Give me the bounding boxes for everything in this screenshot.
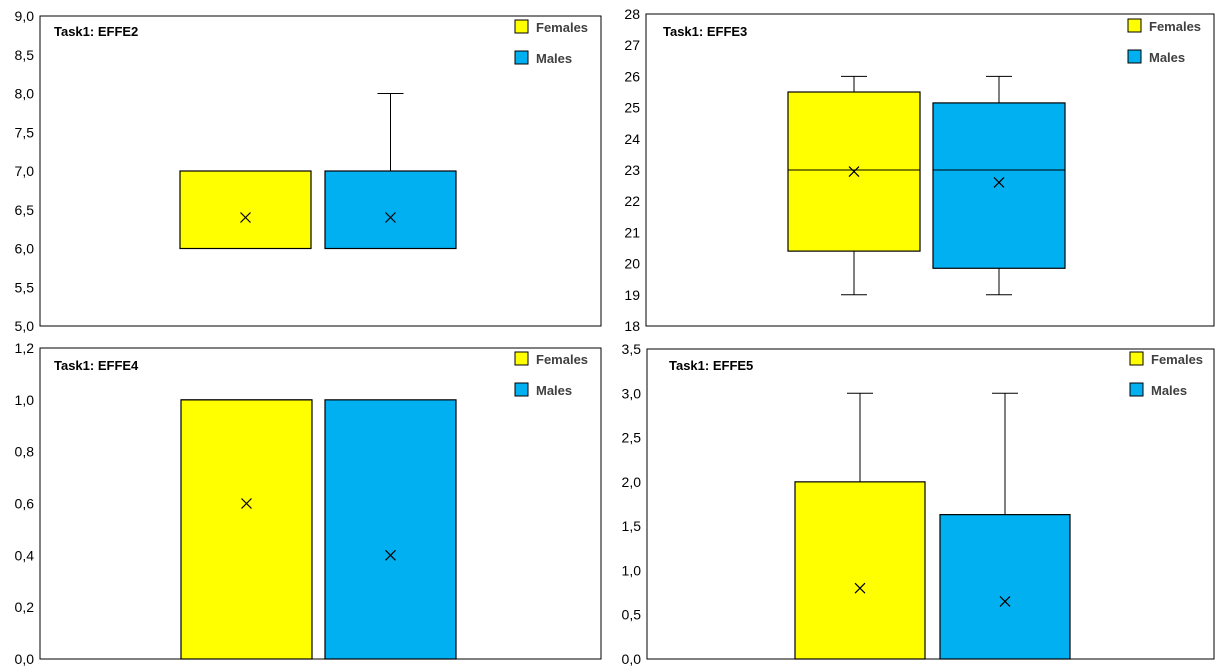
- y-tick-label: 2,0: [622, 474, 642, 490]
- legend-label-females: Females: [536, 20, 588, 35]
- chart-title: Task1: EFFE4: [54, 358, 139, 373]
- box-males: [324, 399, 457, 660]
- legend-swatch-females: [514, 351, 529, 366]
- y-tick-label: 0,0: [15, 651, 35, 667]
- y-tick-label: 20: [624, 256, 640, 272]
- y-tick-label: 22: [624, 193, 640, 209]
- box-body: [324, 170, 457, 250]
- box-females: [179, 170, 312, 250]
- y-tick-label: 19: [624, 287, 640, 303]
- mean-marker: [854, 582, 866, 594]
- plot-area-frame: [646, 348, 1215, 660]
- y-tick-label: 2,5: [622, 430, 642, 446]
- legend-label-females: Females: [536, 352, 588, 367]
- boxplot-effe2: 5,0 5,5 6,0 6,5 7,0 7,5 8,0 8,5 9,0 Task1: EFFE2 F…: [0, 0, 605, 334]
- chart-title: Task1: EFFE3: [663, 24, 747, 39]
- plot-area-frame: [39, 15, 602, 327]
- mean-marker: [993, 177, 1005, 188]
- mean-marker: [385, 549, 396, 561]
- y-tick-label: 26: [624, 68, 640, 84]
- y-tick-label: 3,5: [622, 341, 642, 357]
- y-tick-label: 24: [624, 131, 640, 147]
- y-tick-label: 27: [624, 37, 640, 53]
- y-tick-label: 23: [624, 162, 640, 178]
- y-tick-label: 1,0: [622, 562, 642, 578]
- y-tick-label: 6,5: [15, 202, 35, 218]
- y-tick-label: 5,5: [15, 279, 35, 295]
- box-body: [179, 170, 312, 250]
- legend-swatch-females: [1129, 351, 1144, 366]
- box-females: [180, 399, 313, 660]
- y-tick-label: 8,5: [15, 47, 35, 63]
- y-tick-label: 5,0: [15, 318, 35, 334]
- y-tick-label: 0,6: [15, 496, 35, 512]
- boxplot-effe2-svg: 5,0 5,5 6,0 6,5 7,0 7,5 8,0 8,5 9,0 Task1: EFFE2 F…: [15, 8, 602, 334]
- boxplot-effe4-svg: 0,0 0,2 0,4 0,6 0,8 1,0 1,2 Task1: EFFE4 Females…: [15, 340, 602, 667]
- boxplot-effe3: 18 19 20 21 22 23 24 25 26 27 28 Task1: EFFE3 Female…: [605, 0, 1216, 334]
- boxplot-effe5-svg: 0,0 0,5 1,0 1,5 2,0 2,5 3,0 3,5 Task1: EFFE5 Fema…: [622, 341, 1215, 667]
- boxplot-effe3-svg: 18 19 20 21 22 23 24 25 26 27 28 Task1: EFFE3 Female…: [624, 6, 1215, 334]
- legend-label-males: Males: [536, 383, 572, 398]
- box-body: [794, 481, 926, 660]
- chart-title: Task1: EFFE2: [54, 24, 138, 39]
- legend-swatch-males: [514, 382, 529, 397]
- mean-marker: [240, 212, 251, 223]
- box-females: [794, 392, 926, 660]
- y-tick-label: 1,2: [15, 340, 35, 356]
- mean-marker: [385, 212, 396, 223]
- legend-swatch-females: [1127, 18, 1142, 33]
- chart-title: Task1: EFFE5: [669, 358, 753, 373]
- y-tick-label: 3,0: [622, 385, 642, 401]
- y-tick-label: 0,8: [15, 444, 35, 460]
- box-body: [939, 514, 1071, 660]
- y-tick-label: 25: [624, 100, 640, 116]
- y-tick-label: 1,0: [15, 392, 35, 408]
- legend-swatch-females: [514, 19, 529, 34]
- y-tick-label: 21: [624, 224, 640, 240]
- legend-label-females: Females: [1149, 19, 1201, 34]
- plot-area-frame: [39, 347, 602, 660]
- mean-marker: [241, 498, 252, 509]
- legend-label-males: Males: [1151, 383, 1187, 398]
- mean-marker: [999, 596, 1011, 607]
- y-tick-label: 7,5: [15, 124, 35, 140]
- legend-label-males: Males: [536, 51, 572, 66]
- box-body: [324, 399, 457, 660]
- boxplot-effe4: 0,0 0,2 0,4 0,6 0,8 1,0 1,2 Task1: EFFE4 Females…: [0, 334, 605, 668]
- y-tick-label: 0,5: [622, 607, 642, 623]
- y-tick-label: 0,4: [15, 547, 35, 563]
- legend-label-females: Females: [1151, 352, 1203, 367]
- mean-marker: [848, 166, 860, 177]
- boxplot-effe5: 0,0 0,5 1,0 1,5 2,0 2,5 3,0 3,5 Task1: EFFE5 Fema…: [605, 334, 1216, 668]
- box-body: [932, 102, 1066, 269]
- y-tick-label: 18: [624, 318, 640, 334]
- box-body: [180, 399, 313, 660]
- box-males: [932, 75, 1066, 296]
- legend-swatch-males: [1129, 382, 1144, 397]
- y-tick-label: 0,2: [15, 599, 35, 615]
- y-tick-label: 9,0: [15, 8, 35, 24]
- y-tick-label: 7,0: [15, 163, 35, 179]
- box-males: [939, 392, 1071, 660]
- plot-area-frame: [645, 13, 1215, 327]
- y-tick-label: 0,0: [622, 651, 642, 667]
- legend-label-males: Males: [1149, 50, 1185, 65]
- box-females: [787, 75, 921, 296]
- legend-swatch-males: [1127, 49, 1142, 64]
- legend-swatch-males: [514, 50, 529, 65]
- y-tick-label: 28: [624, 6, 640, 22]
- y-tick-label: 8,0: [15, 86, 35, 102]
- y-tick-label: 1,5: [622, 518, 642, 534]
- box-males: [324, 93, 457, 250]
- y-tick-label: 6,0: [15, 241, 35, 257]
